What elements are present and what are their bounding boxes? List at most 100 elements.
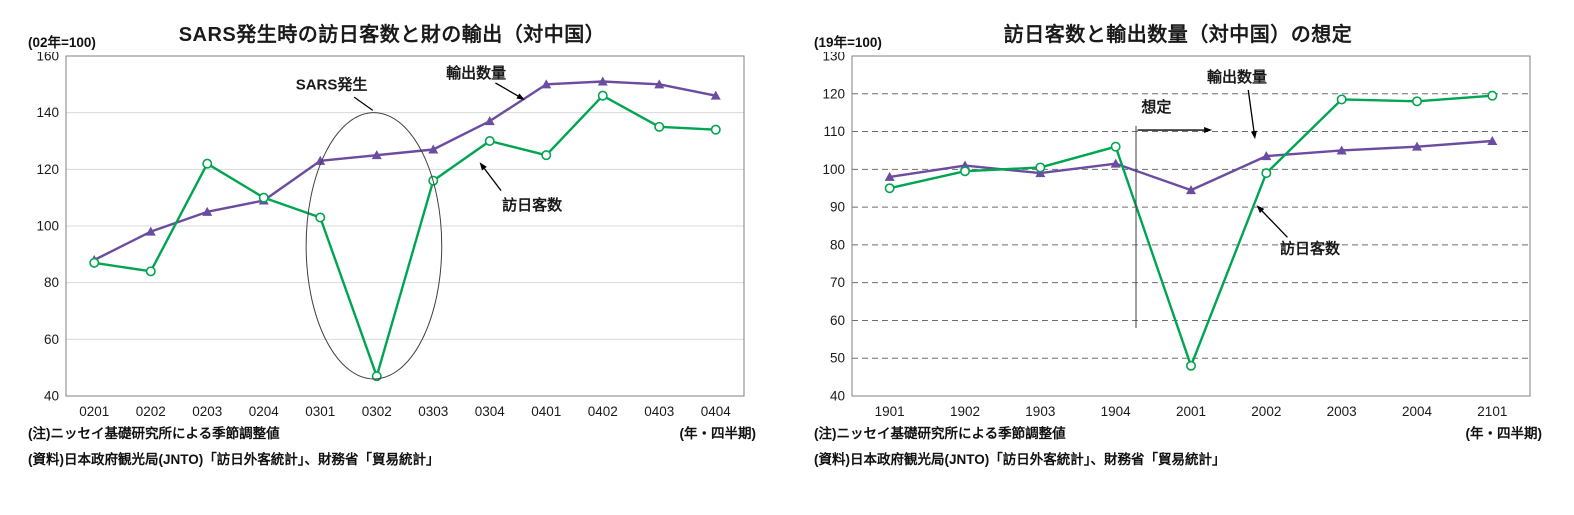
sars-ellipse: [305, 112, 443, 380]
exports-marker: [1487, 136, 1498, 145]
x-tick-label: 1901: [875, 404, 905, 418]
x-tick-label: 0403: [644, 404, 674, 418]
exports-marker: [710, 90, 721, 100]
x-tick-label: 0201: [79, 404, 109, 418]
assumption-label: 想定: [1140, 98, 1171, 116]
exports-arrow: [495, 82, 519, 97]
y-tick-label: 80: [830, 237, 845, 252]
visitors-label: 訪日客数: [502, 196, 563, 214]
exports-marker: [1035, 168, 1046, 178]
left-chart-title: SARS発生時の訪日客数と財の輸出（対中国）: [178, 24, 606, 46]
exports-marker: [884, 171, 895, 181]
visitors-marker: [202, 158, 213, 169]
right-x-axis-unit: (年・四半期): [1465, 426, 1543, 441]
exports-marker: [654, 79, 665, 89]
x-tick-label: 0304: [475, 404, 506, 418]
exports-marker: [597, 76, 608, 86]
x-tick-label: 0301: [305, 404, 335, 418]
x-tick-label: 0401: [531, 404, 561, 418]
left-x-axis-unit: (年・四半期): [679, 426, 757, 441]
visitors-marker: [1110, 141, 1121, 152]
forecast-chart-block: (19年=100) 訪日客数と輸出数量（対中国）の想定 40 50 60 70 80 90…: [812, 6, 1544, 468]
left-note-source: (資料)日本政府観光局(JNTO)「訪日外客統計」、財務省「貿易統計」: [28, 452, 440, 467]
visitors-marker: [1411, 96, 1422, 107]
exports-marker: [1336, 145, 1347, 155]
y-tick-label: 40: [830, 389, 845, 404]
visitors-marker: [710, 124, 721, 135]
visitors-arrow-head: [479, 162, 487, 171]
left-note-row: (注)ニッセイ基礎研究所による季節調整値 (年・四半期): [26, 422, 758, 442]
visitors-marker: [884, 183, 895, 194]
exports-marker: [541, 79, 552, 89]
y-tick-label: 50: [830, 351, 845, 366]
visitors-marker: [258, 192, 269, 203]
sars-leader-line: [353, 96, 374, 111]
visitors-marker: [1261, 168, 1272, 179]
visitors-marker: [145, 266, 156, 277]
y-tick-label: 60: [44, 332, 59, 347]
left-chart-header: (02年=100) SARS発生時の訪日客数と財の輸出（対中国）: [26, 6, 758, 52]
exports-marker: [1261, 151, 1272, 161]
x-tick-label: 0404: [701, 404, 732, 418]
y-tick-label: 60: [830, 313, 845, 328]
y-tick-label: 120: [822, 86, 845, 101]
x-tick-label: 1902: [950, 404, 980, 418]
y-tick-label: 80: [44, 275, 59, 290]
x-tick-label: 2004: [1402, 404, 1433, 418]
y-tick-label: 70: [830, 275, 845, 290]
x-tick-label: 0203: [192, 404, 222, 418]
visitors-marker: [89, 257, 100, 268]
page: (02年=100) SARS発生時の訪日客数と財の輸出（対中国） 40 60 80 1…: [26, 6, 1544, 468]
right-note-adjustment: (注)ニッセイ基礎研究所による季節調整値: [814, 426, 1066, 441]
exports-arrow-head: [516, 93, 525, 100]
visitors-line: [889, 94, 1493, 367]
exports-arrow-head: [1250, 130, 1257, 140]
left-unit-label: (02年=100): [28, 35, 96, 50]
y-tick-label: 100: [36, 219, 59, 234]
visitors-arrow-head: [1256, 205, 1265, 214]
exports-marker: [1412, 141, 1422, 151]
exports-marker: [1110, 158, 1121, 168]
exports-label: 輸出数量: [1207, 68, 1267, 86]
y-tick-label: 140: [36, 105, 59, 120]
y-tick-label: 40: [44, 389, 59, 404]
visitors-marker: [315, 212, 326, 223]
x-tick-label: 1904: [1101, 404, 1132, 418]
left-chart-canvas: 40 60 80 100 120 140 160 0201 0202 0203 0204 0301 03…: [36, 52, 745, 418]
x-tick-label: 0204: [249, 404, 280, 418]
right-chart-canvas: 40 50 60 70 80 90 100 110 120 130 1901 1902 1903 1904…: [822, 52, 1531, 418]
visitors-arrow: [1261, 210, 1288, 238]
right-unit-label: (19年=100): [814, 35, 882, 50]
visitors-marker: [1336, 94, 1347, 105]
exports-line: [93, 80, 716, 262]
exports-arrow: [1247, 89, 1255, 132]
y-tick-label: 120: [36, 162, 59, 177]
visitors-marker: [1185, 360, 1196, 371]
y-tick-label: 160: [36, 52, 59, 64]
visitors-marker: [1035, 162, 1046, 173]
sars-label: SARS発生: [296, 75, 368, 93]
right-chart-title: 訪日客数と輸出数量（対中国）の想定: [1003, 24, 1353, 46]
visitors-line: [94, 94, 716, 378]
left-note-adjustment: (注)ニッセイ基礎研究所による季節調整値: [28, 426, 280, 441]
plot-border: [851, 55, 1531, 397]
visitors-marker: [654, 121, 665, 132]
exports-marker: [371, 150, 382, 160]
visitors-marker: [597, 90, 608, 101]
exports-label: 輸出数量: [446, 64, 506, 82]
assumption-arrow-head: [1204, 127, 1213, 134]
y-tick-label: 130: [822, 52, 845, 64]
y-tick-label: 110: [823, 124, 845, 139]
exports-marker: [428, 144, 439, 154]
visitors-marker: [484, 136, 495, 147]
exports-marker: [145, 226, 156, 236]
x-tick-label: 1903: [1025, 404, 1055, 418]
x-tick-label: 2003: [1327, 404, 1357, 418]
visitors-marker: [960, 166, 971, 177]
visitors-marker: [1487, 90, 1498, 101]
x-tick-label: 0302: [362, 404, 392, 418]
exports-marker: [1186, 185, 1196, 195]
exports-line: [889, 139, 1493, 192]
x-tick-label: 0303: [418, 404, 448, 418]
sars-chart-block: (02年=100) SARS発生時の訪日客数と財の輸出（対中国） 40 60 80 1…: [26, 6, 758, 468]
